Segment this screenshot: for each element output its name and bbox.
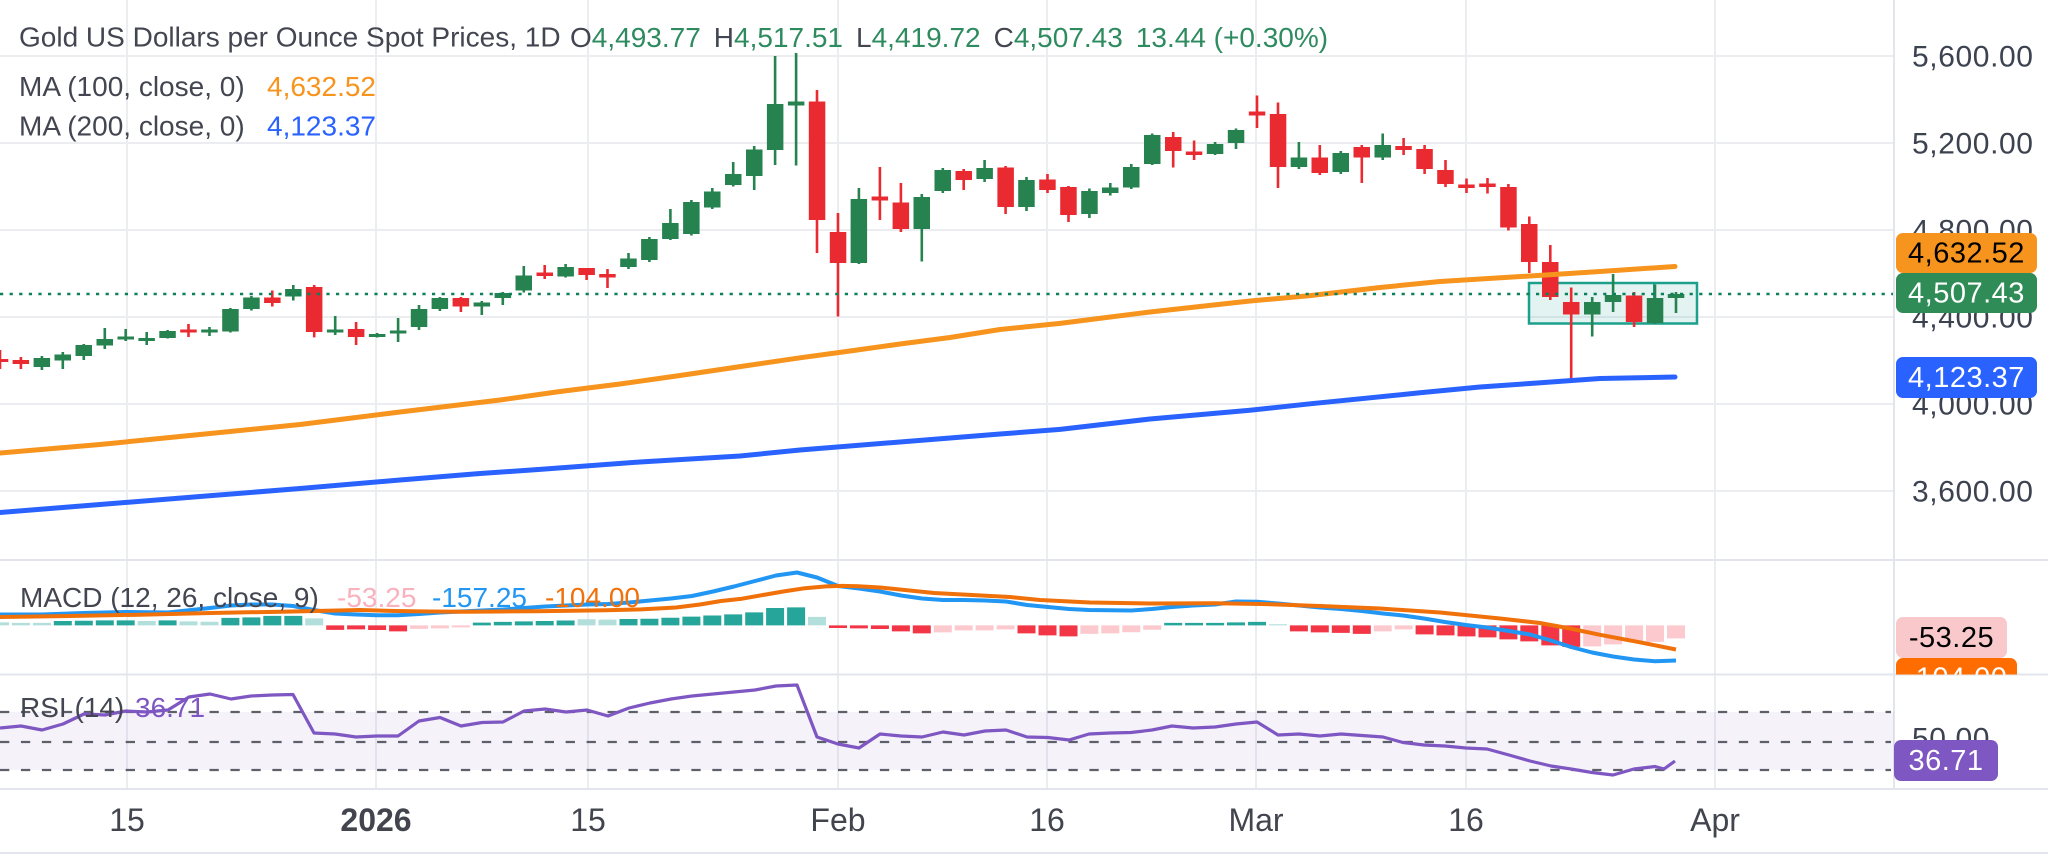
svg-text:4,632.52: 4,632.52 [1908,238,2025,270]
svg-text:16: 16 [1448,802,1484,838]
svg-text:15: 15 [570,802,606,838]
svg-text:Gold US Dollars per Ounce Spot: Gold US Dollars per Ounce Spot Prices, 1… [19,22,561,53]
svg-text:Mar: Mar [1228,802,1283,838]
svg-text:2026: 2026 [340,802,411,838]
svg-text:-104.00: -104.00 [1906,663,2008,695]
svg-text:15: 15 [109,802,145,838]
svg-text:MA (100, close, 0) 4,632.52: MA (100, close, 0) 4,632.52 [19,71,376,102]
svg-text:4,507.43: 4,507.43 [1908,278,2025,310]
svg-text:Feb: Feb [810,802,865,838]
svg-text:4,123.37: 4,123.37 [1908,362,2025,394]
svg-text:3,600.00: 3,600.00 [1912,476,2034,509]
svg-text:5,200.00: 5,200.00 [1912,128,2034,161]
svg-text:36.71: 36.71 [1908,745,1983,777]
svg-text:Apr: Apr [1690,802,1740,838]
svg-text:MA (200, close, 0) 4,123.37: MA (200, close, 0) 4,123.37 [19,111,376,142]
svg-text:5,600.00: 5,600.00 [1912,41,2034,74]
svg-text:-53.25: -53.25 [1909,622,1994,654]
svg-text:RSI (14) 36.71: RSI (14) 36.71 [20,692,205,723]
svg-text:16: 16 [1029,802,1065,838]
